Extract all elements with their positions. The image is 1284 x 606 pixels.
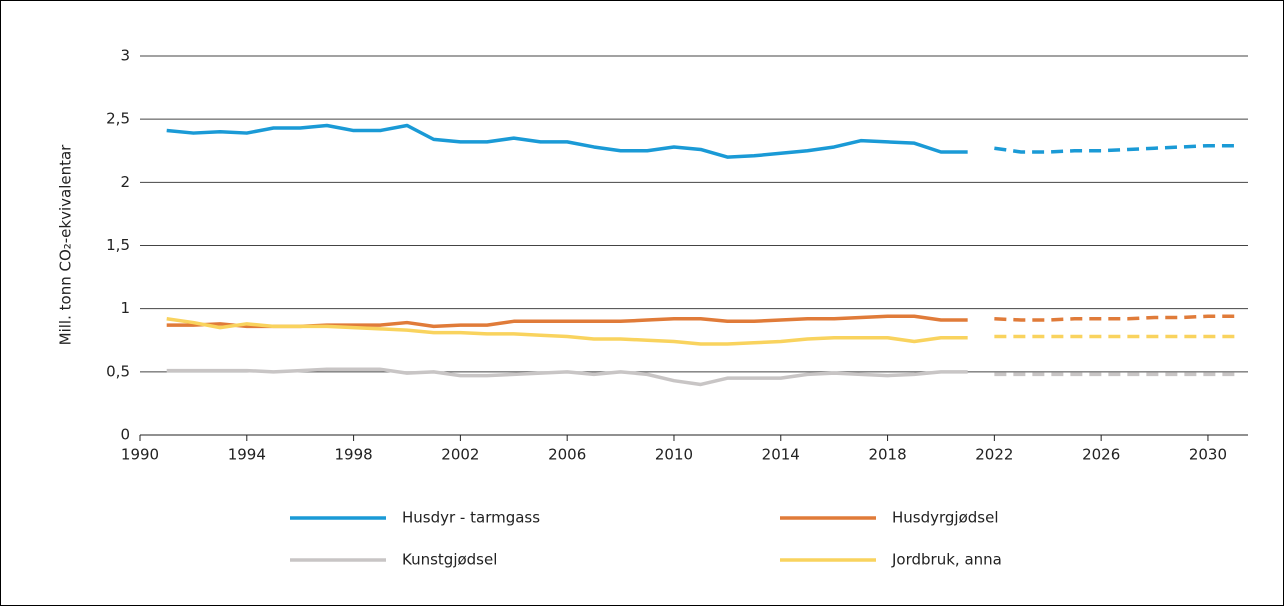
x-tick-label: 2018 xyxy=(868,446,906,464)
x-tick-label: 2026 xyxy=(1082,446,1120,464)
x-tick-label: 2022 xyxy=(975,446,1013,464)
legend-label: Husdyrgjødsel xyxy=(892,509,999,527)
x-tick-label: 1994 xyxy=(228,446,266,464)
y-tick-label: 2,5 xyxy=(106,110,130,128)
x-tick-label: 2030 xyxy=(1189,446,1227,464)
projection-line xyxy=(994,314,1235,322)
x-tick-label: 2002 xyxy=(441,446,479,464)
legend-label: Husdyr - tarmgass xyxy=(402,509,540,527)
x-tick-label: 1990 xyxy=(121,446,159,464)
legend-label: Jordbruk, anna xyxy=(891,551,1002,569)
series-line xyxy=(166,123,968,159)
y-tick-label: 2 xyxy=(120,173,130,191)
x-tick-label: 1998 xyxy=(334,446,372,464)
x-tick-label: 2006 xyxy=(548,446,586,464)
series-line xyxy=(166,367,968,387)
y-axis-label: Mill. tonn CO₂-ekvivalentar xyxy=(57,144,75,346)
y-tick-label: 1 xyxy=(120,299,130,317)
legend-label: Kunstgjødsel xyxy=(402,551,497,569)
x-tick-label: 2014 xyxy=(762,446,800,464)
projection-line xyxy=(994,143,1235,154)
series-line xyxy=(166,317,968,346)
y-tick-label: 1,5 xyxy=(106,236,130,254)
y-tick-label: 3 xyxy=(120,47,130,65)
y-tick-label: 0 xyxy=(120,426,130,444)
y-tick-label: 0,5 xyxy=(106,362,130,380)
x-tick-label: 2010 xyxy=(655,446,693,464)
